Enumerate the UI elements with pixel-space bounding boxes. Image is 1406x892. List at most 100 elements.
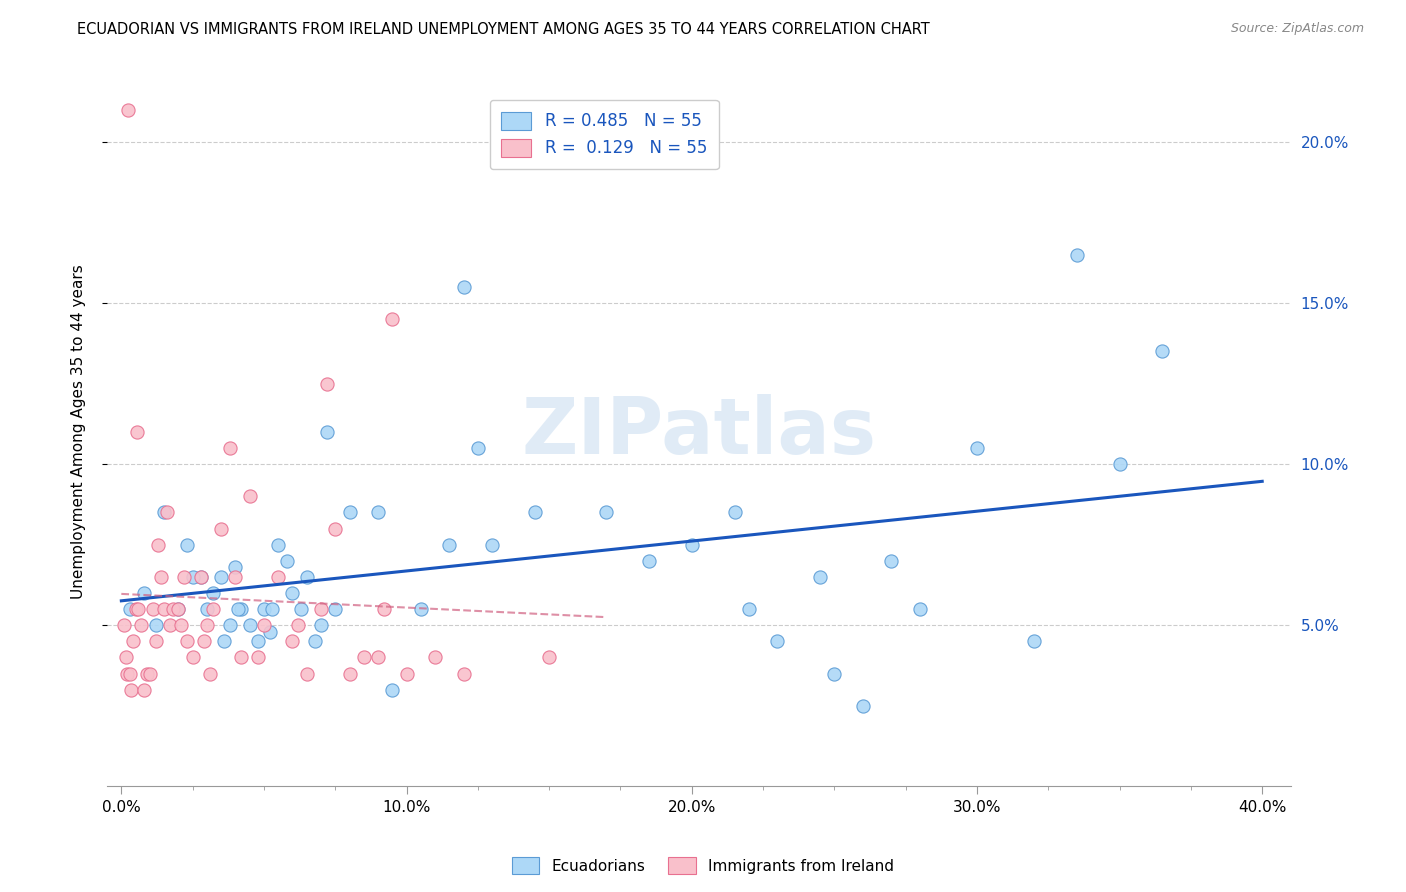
- Point: [115, 666, 138, 681]
- Point: [118, 666, 141, 681]
- Point: [267, 570, 290, 584]
- Point: [117, 103, 139, 117]
- Text: ECUADORIAN VS IMMIGRANTS FROM IRELAND UNEMPLOYMENT AMONG AGES 35 TO 44 YEARS COR: ECUADORIAN VS IMMIGRANTS FROM IRELAND UN…: [77, 22, 931, 37]
- Point: [153, 602, 176, 616]
- Point: [229, 602, 252, 616]
- Point: [287, 618, 309, 632]
- Point: [766, 634, 789, 648]
- Point: [167, 602, 190, 616]
- Point: [198, 666, 221, 681]
- Point: [247, 634, 270, 648]
- Point: [966, 441, 988, 455]
- Text: Source: ZipAtlas.com: Source: ZipAtlas.com: [1230, 22, 1364, 36]
- Point: [142, 602, 165, 616]
- Point: [176, 634, 198, 648]
- Point: [253, 618, 276, 632]
- Point: [681, 538, 703, 552]
- Point: [229, 650, 252, 665]
- Point: [595, 506, 617, 520]
- Point: [190, 570, 212, 584]
- Point: [315, 425, 337, 439]
- Point: [181, 650, 204, 665]
- Point: [162, 602, 184, 616]
- Point: [339, 666, 361, 681]
- Point: [281, 586, 304, 600]
- Point: [209, 522, 232, 536]
- Point: [176, 538, 198, 552]
- Point: [295, 666, 318, 681]
- Point: [808, 570, 831, 584]
- Point: [173, 570, 195, 584]
- Point: [226, 602, 249, 616]
- Point: [409, 602, 432, 616]
- Point: [304, 634, 326, 648]
- Point: [247, 650, 270, 665]
- Point: [139, 666, 162, 681]
- Point: [439, 538, 461, 552]
- Point: [209, 570, 232, 584]
- Point: [145, 634, 167, 648]
- Point: [908, 602, 931, 616]
- Point: [309, 618, 332, 632]
- Point: [114, 650, 136, 665]
- Point: [1152, 344, 1174, 359]
- Point: [120, 682, 142, 697]
- Point: [262, 602, 284, 616]
- Point: [1022, 634, 1045, 648]
- Point: [195, 618, 218, 632]
- Point: [453, 280, 475, 294]
- Point: [239, 618, 262, 632]
- Point: [309, 602, 332, 616]
- Point: [112, 618, 135, 632]
- Point: [453, 666, 475, 681]
- Point: [201, 586, 224, 600]
- Point: [339, 506, 361, 520]
- Point: [276, 554, 298, 568]
- Point: [125, 425, 148, 439]
- Point: [148, 538, 170, 552]
- Point: [880, 554, 903, 568]
- Text: ZIPatlas: ZIPatlas: [522, 394, 876, 470]
- Point: [823, 666, 845, 681]
- Point: [290, 602, 312, 616]
- Point: [218, 618, 240, 632]
- Point: [134, 586, 156, 600]
- Point: [267, 538, 290, 552]
- Point: [193, 634, 215, 648]
- Point: [259, 624, 281, 639]
- Point: [167, 602, 190, 616]
- Point: [381, 682, 404, 697]
- Point: [395, 666, 418, 681]
- Point: [852, 698, 875, 713]
- Point: [201, 602, 224, 616]
- Point: [1066, 248, 1088, 262]
- Point: [224, 570, 246, 584]
- Point: [153, 506, 176, 520]
- Point: [295, 570, 318, 584]
- Point: [353, 650, 375, 665]
- Point: [281, 634, 304, 648]
- Point: [150, 570, 173, 584]
- Point: [738, 602, 761, 616]
- Point: [124, 602, 146, 616]
- Point: [467, 441, 489, 455]
- Point: [239, 489, 262, 503]
- Point: [170, 618, 193, 632]
- Point: [224, 560, 246, 574]
- Point: [1108, 457, 1130, 471]
- Point: [381, 312, 404, 326]
- Point: [118, 602, 141, 616]
- Point: [181, 570, 204, 584]
- Point: [212, 634, 235, 648]
- Legend: R = 0.485   N = 55, R =  0.129   N = 55: R = 0.485 N = 55, R = 0.129 N = 55: [489, 100, 718, 169]
- Point: [323, 602, 346, 616]
- Point: [121, 634, 143, 648]
- Point: [373, 602, 395, 616]
- Point: [638, 554, 661, 568]
- Y-axis label: Unemployment Among Ages 35 to 44 years: Unemployment Among Ages 35 to 44 years: [72, 265, 86, 599]
- Point: [145, 618, 167, 632]
- Point: [218, 441, 240, 455]
- Point: [323, 522, 346, 536]
- Point: [136, 666, 159, 681]
- Point: [367, 650, 389, 665]
